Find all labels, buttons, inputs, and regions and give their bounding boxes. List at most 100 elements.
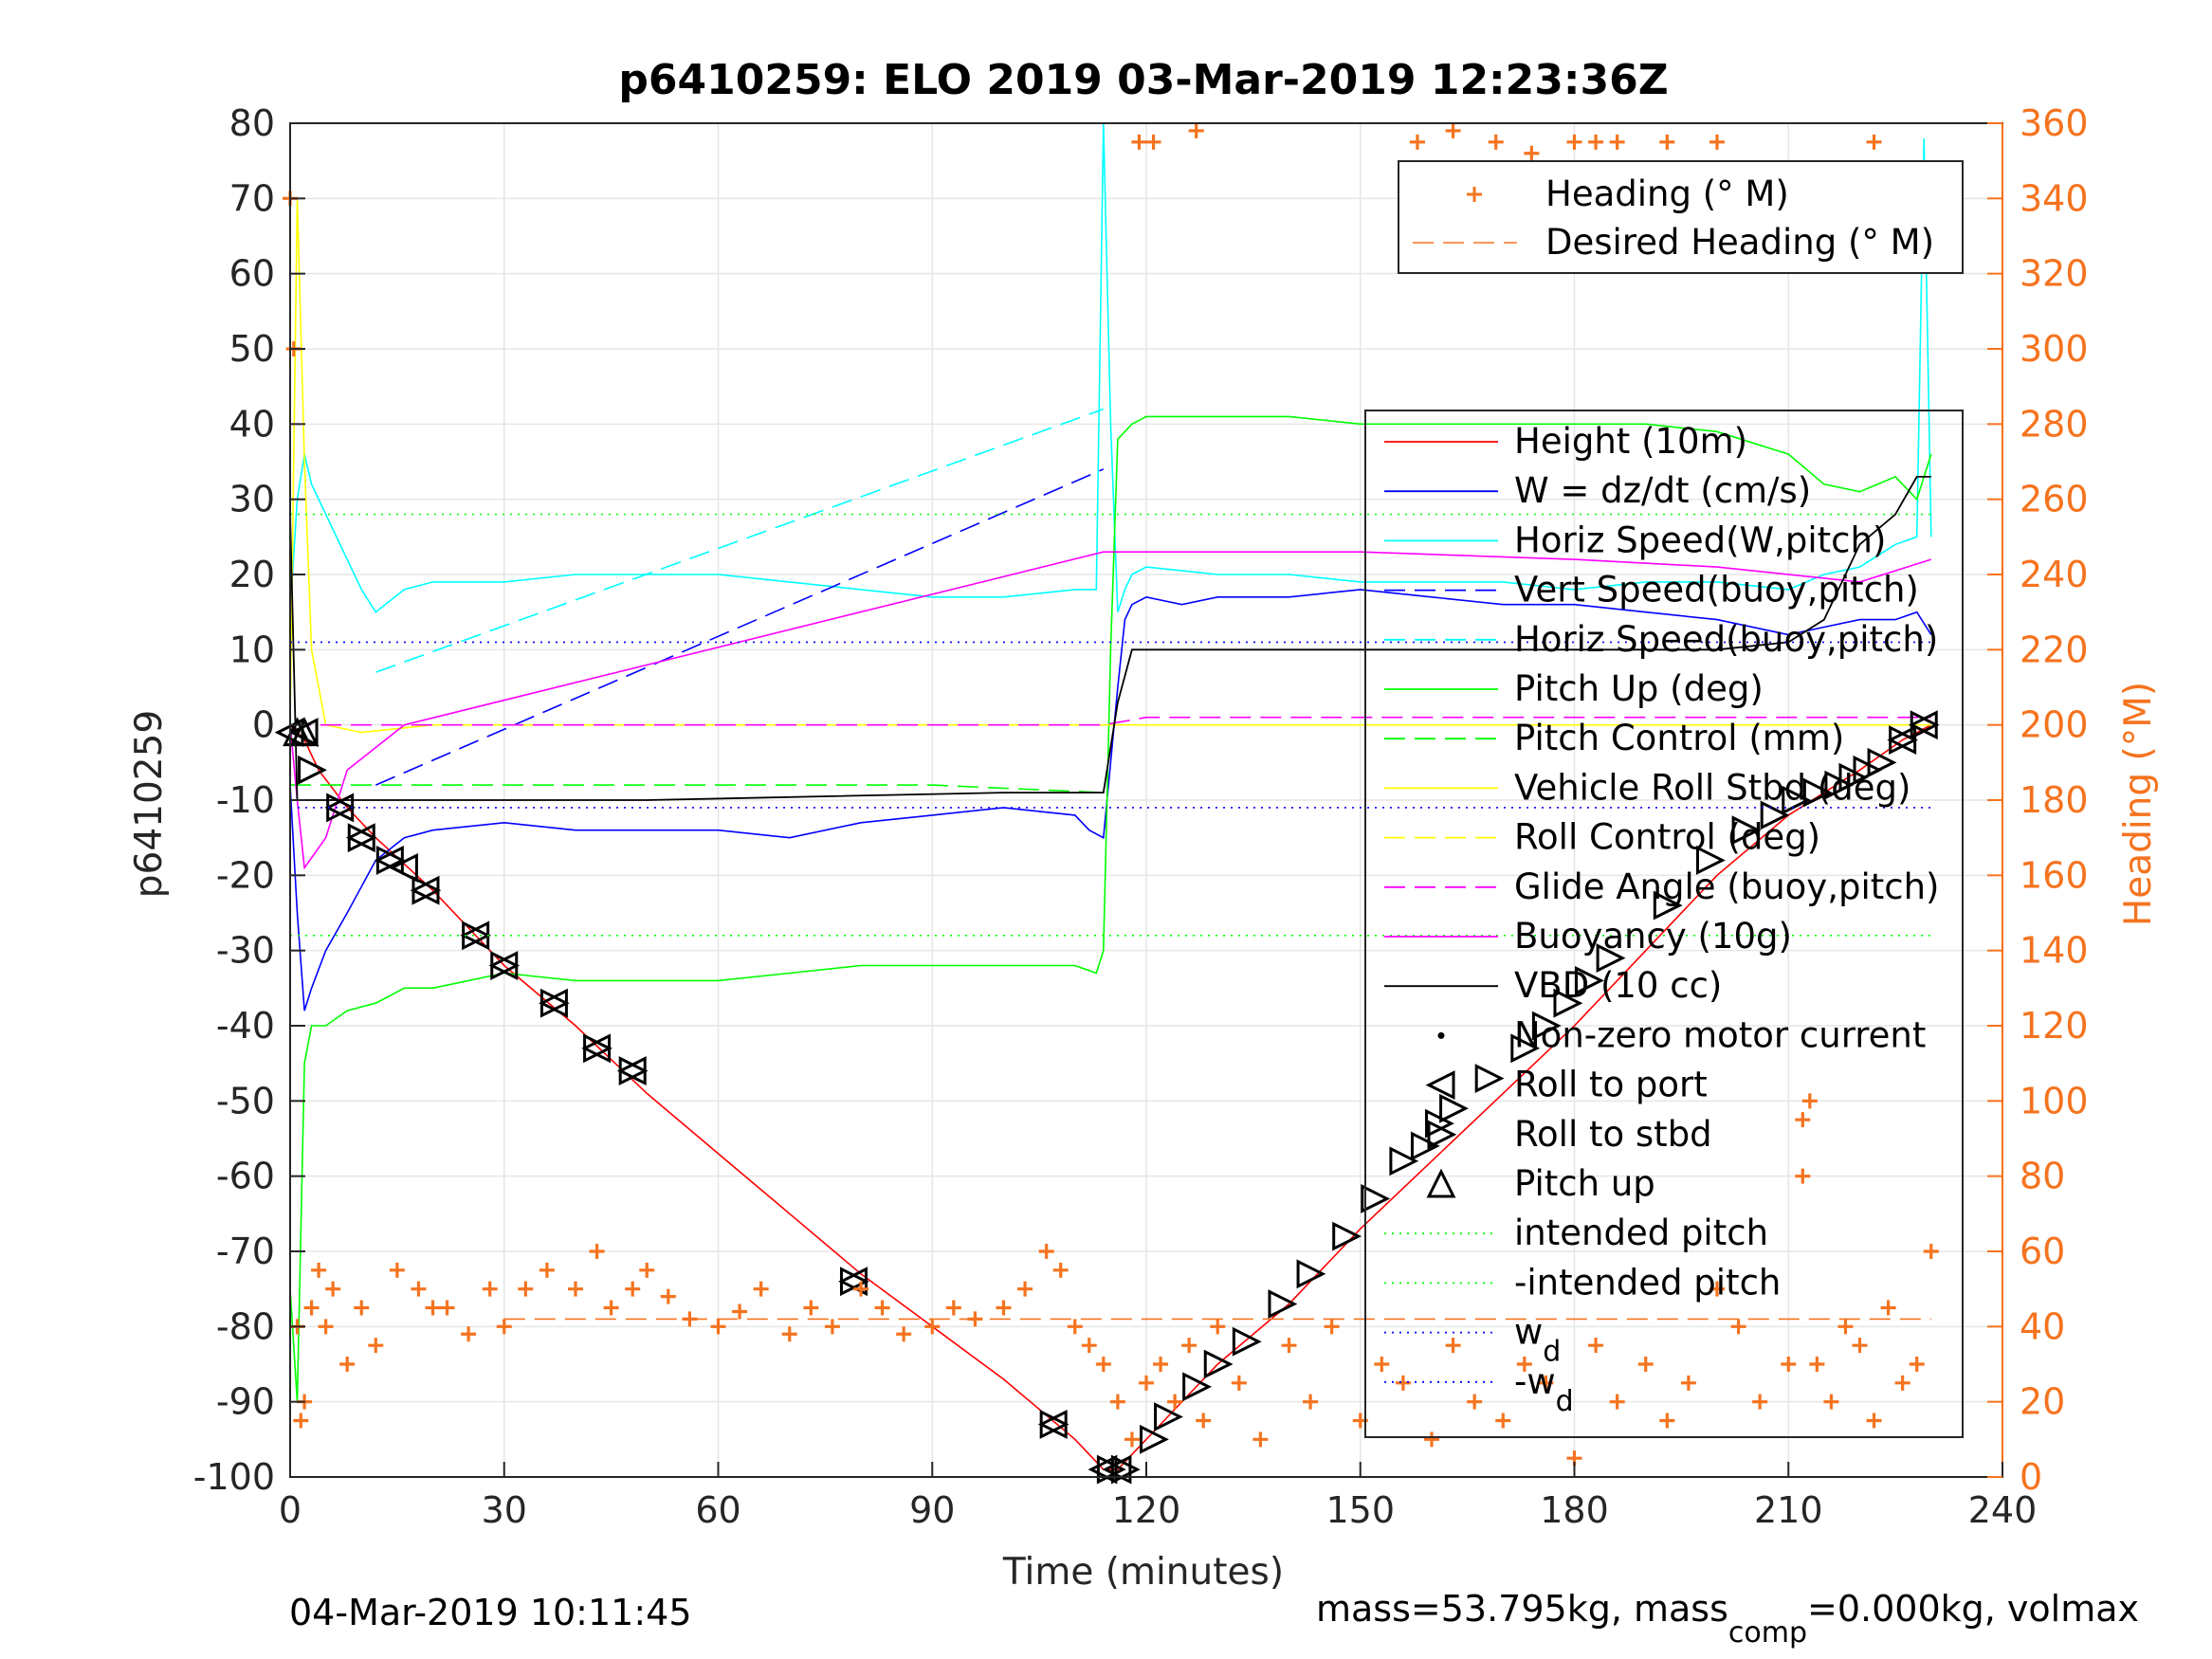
heading-marker <box>625 1281 641 1297</box>
heading-marker <box>1081 1338 1097 1354</box>
axes: 0 30 60 90 120 150 180 210 240-100-90-80-70-60-5… <box>193 102 2089 1531</box>
roll-to-stbd-marker <box>1425 1108 1454 1139</box>
legend-main-label: W = dz/dt (cm/s) <box>1514 470 1811 511</box>
heading-marker <box>1188 122 1204 138</box>
heading-marker <box>311 1262 327 1278</box>
legend-heading-marker <box>1467 187 1482 202</box>
heading-marker <box>411 1281 427 1297</box>
heading-marker <box>1052 1262 1069 1278</box>
heading-marker <box>1395 1375 1411 1391</box>
legend-main-label-text: -w <box>1514 1361 1556 1402</box>
legend-main-label-text: Pitch up <box>1514 1163 1655 1204</box>
legend-swatch <box>1425 1070 1455 1101</box>
height-10m-line <box>289 723 1932 1470</box>
legend-main-label-sub: d <box>1556 1385 1574 1418</box>
vbd-10-cc-line <box>289 475 1931 801</box>
heading-marker <box>1837 1319 1854 1335</box>
heading-marker <box>1409 134 1425 150</box>
vert-speed-buoy-pitch-line <box>375 468 1105 786</box>
legend-main-label-text: -intended pitch <box>1514 1262 1781 1303</box>
legend-main-label: Vert Speed(buoy,pitch) <box>1514 570 1919 611</box>
heading-marker <box>1709 1281 1725 1297</box>
footer-mass: mass=53.795kg, masscomp=0.000kg, volmax <box>1316 1588 2139 1650</box>
x-tick-label: 240 <box>1968 1489 2038 1531</box>
roll-to-stbd-marker <box>583 1033 612 1064</box>
legend-main-label: Roll to stbd <box>1514 1114 1712 1155</box>
heading-marker <box>1709 134 1725 150</box>
heading-marker <box>1181 1338 1197 1354</box>
y-left-tick-label: -50 <box>216 1080 275 1121</box>
heading-marker <box>1210 1319 1226 1335</box>
y-right-tick-label: 20 <box>2020 1381 2065 1423</box>
heading-marker <box>1588 134 1604 150</box>
roll-to-stbd-marker <box>1838 762 1869 793</box>
legend-main-label-text: Roll Control (deg) <box>1514 817 1820 858</box>
y-right-tick-label: 140 <box>2020 930 2089 972</box>
heading-marker <box>1281 1338 1297 1354</box>
roll-to-stbd-marker <box>1096 1454 1126 1485</box>
legend-heading-label: Desired Heading (° M) <box>1545 222 1934 263</box>
horiz-speed-buoy-pitch-line <box>375 408 1105 673</box>
heading-marker <box>1167 1394 1183 1410</box>
y-axis-right-label: Heading (°M) <box>2117 682 2160 926</box>
roll-to-stbd-marker <box>1760 800 1790 830</box>
roll-to-stbd-marker <box>1474 1064 1505 1093</box>
roll-to-stbd-marker <box>1232 1326 1262 1357</box>
heading-marker <box>1139 1375 1154 1391</box>
legend-swatch <box>1426 1168 1456 1198</box>
heading-marker <box>1252 1431 1269 1448</box>
heading-marker <box>682 1311 698 1327</box>
roll-to-stbd-marker <box>1910 710 1940 740</box>
y-right-tick-label: 100 <box>2020 1080 2089 1121</box>
heading-marker <box>1795 1112 1811 1128</box>
heading-marker <box>461 1326 477 1342</box>
y-right-tick-label: 240 <box>2020 554 2089 595</box>
heading-marker <box>1680 1375 1696 1391</box>
heading-marker <box>1809 1357 1825 1372</box>
legend-main-label-text: Pitch Up (deg) <box>1514 668 1764 709</box>
legend-main-label: Pitch up <box>1514 1163 1655 1204</box>
roll-to-stbd-marker <box>375 846 406 875</box>
roll-to-stbd-marker <box>1824 770 1855 800</box>
heading-marker <box>1124 1431 1140 1448</box>
y-right-tick-label: 40 <box>2020 1305 2065 1347</box>
heading-marker <box>1894 1375 1910 1391</box>
footer-timestamp: 04-Mar-2019 10:11:45 <box>289 1592 692 1633</box>
heading-marker <box>1909 1357 1925 1372</box>
heading-marker <box>482 1281 498 1297</box>
heading-marker <box>589 1244 605 1259</box>
roll-to-stbd-marker <box>490 951 521 980</box>
roll-to-stbd-marker <box>1203 1349 1234 1379</box>
heading-marker <box>781 1326 797 1342</box>
roll-to-stbd-marker <box>1268 1289 1298 1319</box>
heading-marker <box>1374 1357 1390 1372</box>
x-tick-label: 180 <box>1540 1489 1609 1531</box>
heading-marker <box>1752 1394 1768 1410</box>
legend-main-label: Horiz Speed(buoy,pitch) <box>1514 619 1938 660</box>
y-left-tick-label: -10 <box>216 779 275 821</box>
legend-main-label-text: VBD (10 cc) <box>1514 965 1722 1006</box>
heading-marker <box>803 1300 819 1316</box>
heading-marker <box>603 1300 619 1316</box>
pitch-up-marker <box>289 717 320 747</box>
heading-marker <box>1131 134 1147 150</box>
legend-main-label-text: Vehicle Roll Stbd (deg) <box>1514 767 1910 808</box>
y-left-tick-label: 60 <box>229 253 275 295</box>
legend-main-label: Horiz Speed(W,pitch) <box>1514 520 1886 560</box>
legend-main-label: -intended pitch <box>1514 1262 1781 1303</box>
heading-marker <box>824 1319 840 1335</box>
y-left-tick-label: 30 <box>229 479 275 520</box>
heading-marker <box>339 1357 356 1372</box>
legend-heading-box <box>1398 160 1964 274</box>
roll-to-stbd-marker <box>1596 943 1626 974</box>
legend-main-label-text: Non-zero motor current <box>1514 1014 1926 1055</box>
heading-marker <box>1303 1394 1319 1410</box>
roll-to-stbd-marker <box>1039 1410 1069 1439</box>
heading-marker <box>1823 1394 1839 1410</box>
legend-main-label-text: Glide Angle (buoy,pitch) <box>1514 866 1939 907</box>
heading-marker <box>1588 1338 1604 1354</box>
y-right-tick-label: 260 <box>2020 479 2089 520</box>
x-axis-label: Time (minutes) <box>1002 1551 1284 1594</box>
legend-swatch <box>1437 1031 1445 1039</box>
